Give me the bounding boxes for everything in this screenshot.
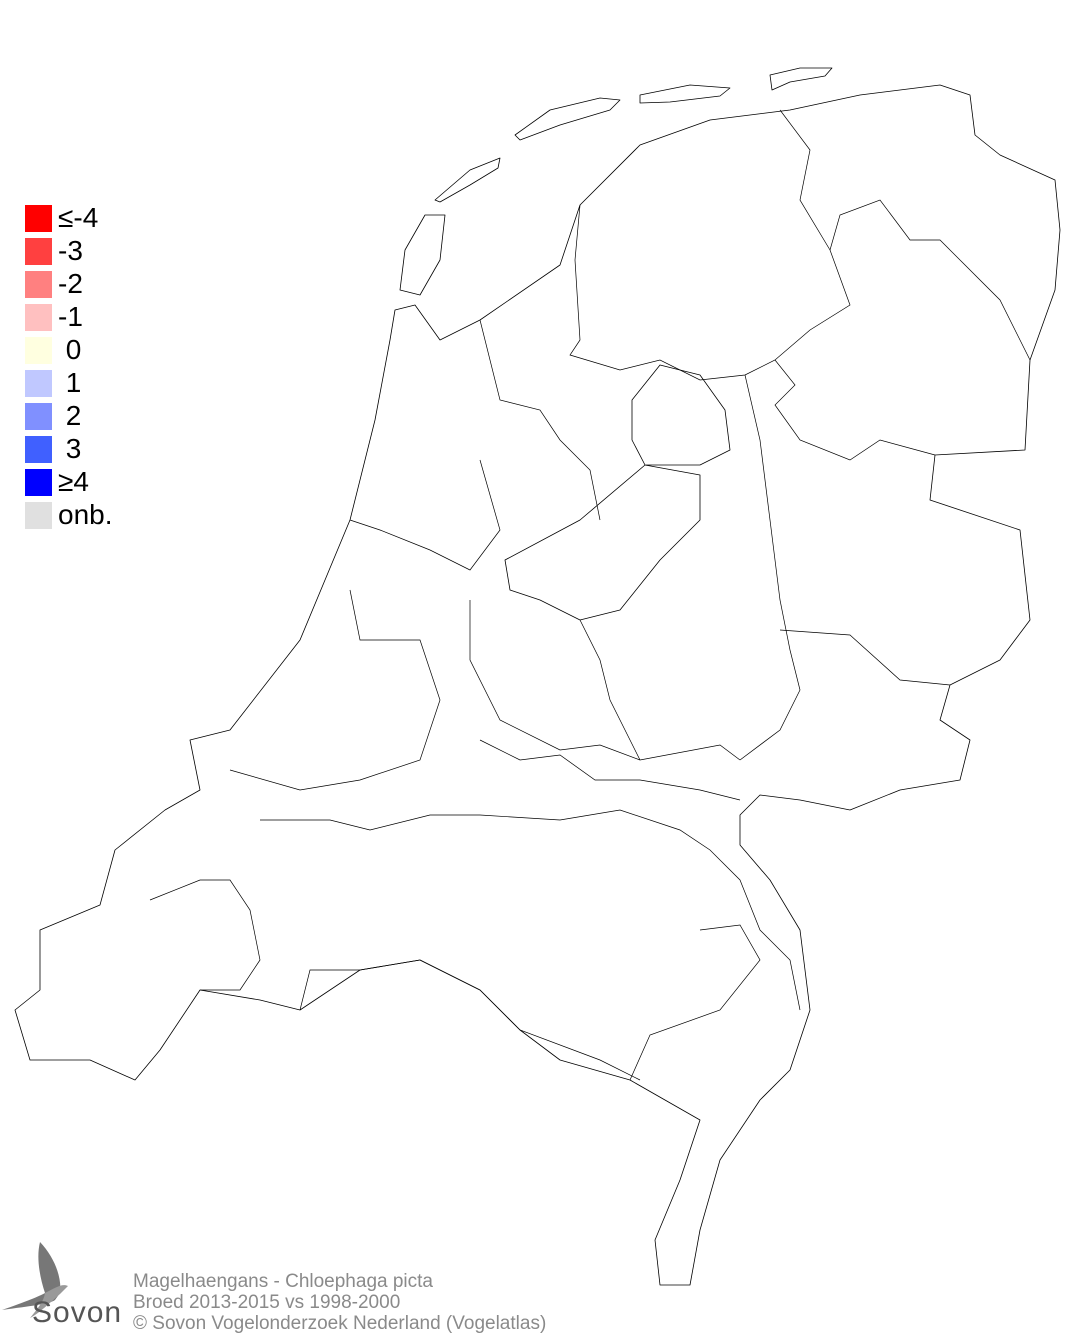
copyright: © Sovon Vogelonderzoek Nederland (Vogela… [133, 1313, 547, 1334]
legend-label: onb. [58, 499, 113, 530]
legend-swatch [25, 436, 52, 463]
province-borders [149, 109, 1031, 1081]
legend-swatch [25, 469, 52, 496]
legend-label: 1 [58, 367, 82, 398]
vlieland-island [434, 157, 501, 203]
legend-swatch [25, 205, 52, 232]
legend-label: ≥4 [58, 466, 89, 497]
schiermonnikoog-island [769, 67, 833, 91]
legend-swatch [25, 271, 52, 298]
legend-swatch [25, 502, 52, 529]
legend-swatch [25, 337, 52, 364]
legend-swatch [25, 403, 52, 430]
texel-island [399, 214, 446, 296]
legend-label: -3 [58, 235, 83, 266]
swallow-logo-icon [2, 1242, 68, 1318]
flevoland-polder [504, 464, 701, 621]
sovon-logo-text: Sovon [32, 1296, 123, 1329]
map-caption: Magelhaengans - Chloephaga picta Broed 2… [133, 1271, 546, 1334]
legend-label: 0 [58, 334, 82, 365]
ameland-island [639, 84, 731, 104]
noordoostpolder [631, 364, 731, 466]
legend-label: 3 [58, 433, 82, 464]
legend-label: -1 [58, 301, 83, 332]
terschelling-island [514, 97, 621, 141]
legend-swatch [25, 370, 52, 397]
legend-label: -2 [58, 268, 83, 299]
legend-swatch [25, 238, 52, 265]
species-name: Magelhaengans - Chloephaga picta [133, 1271, 433, 1292]
legend-label: ≤-4 [58, 202, 99, 233]
mainland-outline [14, 84, 1061, 1286]
legend-label: 2 [58, 400, 82, 431]
period-comparison: Broed 2013-2015 vs 1998-2000 [133, 1292, 401, 1313]
legend-swatch [25, 304, 52, 331]
